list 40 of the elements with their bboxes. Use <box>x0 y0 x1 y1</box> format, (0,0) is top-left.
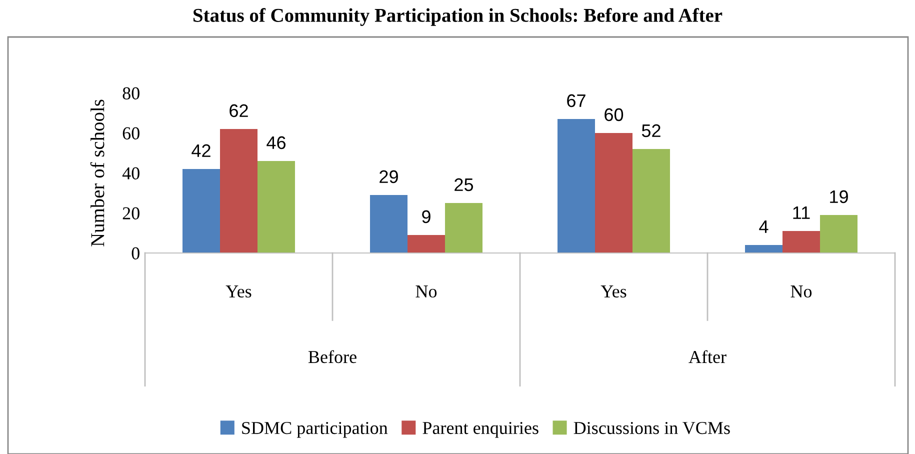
x-tick-label: Yes <box>226 286 252 298</box>
bar <box>782 231 820 253</box>
data-label: 25 <box>454 178 474 192</box>
x-tick-label: Yes <box>600 286 626 298</box>
bar <box>445 203 482 253</box>
legend-label: Discussions in VCMs <box>574 422 730 434</box>
y-tick-label: 40 <box>122 167 140 180</box>
bar <box>408 235 445 253</box>
data-label: 42 <box>192 144 210 157</box>
y-axis-title: Number of schools <box>90 100 104 246</box>
data-label: 4 <box>759 220 768 233</box>
y-tick-label: 60 <box>122 127 140 140</box>
bar <box>595 133 632 253</box>
data-label: 46 <box>266 136 286 150</box>
data-label: 19 <box>830 190 848 204</box>
data-label: 29 <box>380 170 398 184</box>
y-tick-label: 0 <box>132 247 140 260</box>
data-label: 62 <box>230 104 248 118</box>
bar <box>220 129 258 253</box>
bar <box>632 149 670 253</box>
chart-title: Status of Community Participation in Schools: Before and After <box>194 8 722 26</box>
y-tick-label: 80 <box>122 87 140 100</box>
data-label: 52 <box>642 124 660 138</box>
x-tick-label: No <box>416 286 437 298</box>
bar <box>258 161 295 253</box>
bar <box>820 215 858 253</box>
y-tick-label: 20 <box>122 207 140 220</box>
text: After <box>688 350 726 364</box>
data-label: 60 <box>604 108 624 122</box>
text: Before <box>308 350 356 364</box>
bar <box>370 195 408 253</box>
bar <box>558 119 595 253</box>
bar <box>182 169 220 253</box>
bar <box>745 245 782 253</box>
x-tick-label: No <box>790 286 812 298</box>
data-label: 11 <box>793 206 810 219</box>
legend-label: SDMC participation <box>242 422 388 438</box>
data-label: 9 <box>422 210 430 224</box>
legend-label: Parent enquiries <box>422 422 538 438</box>
data-label: 67 <box>567 94 586 108</box>
